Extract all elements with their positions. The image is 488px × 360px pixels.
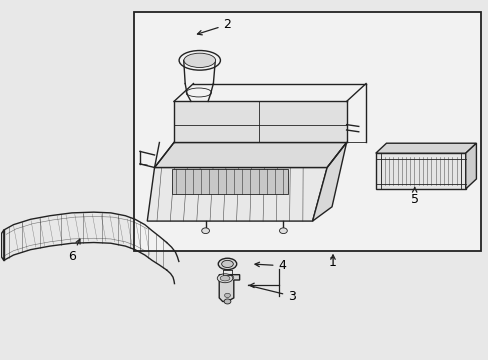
Ellipse shape [183,53,215,67]
Circle shape [201,228,209,234]
Ellipse shape [218,258,236,270]
Circle shape [224,293,230,297]
Ellipse shape [221,260,233,267]
Polygon shape [465,143,475,189]
Text: 6: 6 [68,239,80,263]
Polygon shape [312,143,346,221]
Circle shape [224,299,230,304]
Polygon shape [154,143,346,167]
Ellipse shape [220,275,229,281]
Text: 2: 2 [197,18,231,35]
Ellipse shape [217,274,232,283]
Bar [171,169,287,194]
Polygon shape [375,143,475,153]
Text: 1: 1 [328,256,336,269]
Text: 3: 3 [250,286,295,303]
Polygon shape [219,275,239,301]
Circle shape [279,228,287,234]
Polygon shape [174,102,346,143]
Bar [133,12,480,251]
Text: 4: 4 [254,259,286,272]
Polygon shape [147,167,326,221]
Polygon shape [1,230,4,260]
Circle shape [227,275,233,280]
Text: 5: 5 [410,187,418,206]
Polygon shape [375,153,465,189]
